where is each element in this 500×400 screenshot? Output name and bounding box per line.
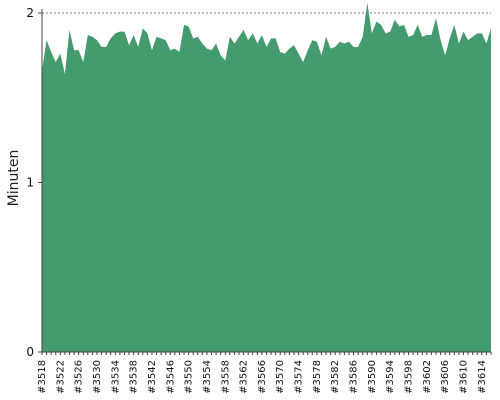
x-tick-label-3606: #3606 <box>440 360 451 394</box>
x-tick-label-3542: #3542 <box>147 360 158 394</box>
x-tick-label-3590: #3590 <box>367 360 378 394</box>
x-tick-label-3602: #3602 <box>422 360 433 394</box>
x-tick-label-3582: #3582 <box>330 360 341 394</box>
x-tick-label-3610: #3610 <box>459 360 470 394</box>
x-tick-label-3554: #3554 <box>202 360 213 394</box>
x-axis-ticks: #3518 #3522 #3526 #3530 #3534 #3538 #3542 #3546… <box>37 352 492 394</box>
y-tick-label-1: 1 <box>26 176 34 190</box>
x-tick-label-3526: #3526 <box>74 360 85 394</box>
x-tick-label-3530: #3530 <box>92 360 103 394</box>
y-tick-label-0: 0 <box>26 345 34 359</box>
x-tick-label-3534: #3534 <box>110 360 121 394</box>
x-tick-label-3558: #3558 <box>220 360 231 394</box>
x-tick-label-3518: #3518 <box>37 360 48 394</box>
x-tick-label-3570: #3570 <box>275 360 286 394</box>
x-tick-label-3562: #3562 <box>239 360 250 394</box>
x-tick-label-3538: #3538 <box>129 360 140 394</box>
x-tick-label-3546: #3546 <box>165 360 176 394</box>
y-axis-ticks: 0 1 2 <box>26 6 42 359</box>
x-tick-label-3566: #3566 <box>257 360 268 394</box>
area-series <box>42 2 491 353</box>
y-axis-label: Minuten <box>6 150 22 207</box>
x-tick-label-3598: #3598 <box>404 360 415 394</box>
x-tick-label-3586: #3586 <box>349 360 360 394</box>
x-tick-label-3574: #3574 <box>294 360 305 394</box>
x-tick-label-3614: #3614 <box>477 360 488 394</box>
x-tick-label-3594: #3594 <box>385 360 396 394</box>
area-fill <box>42 2 491 353</box>
x-tick-label-3578: #3578 <box>312 360 323 394</box>
x-tick-label-3522: #3522 <box>55 360 66 394</box>
y-tick-label-2: 2 <box>26 6 34 20</box>
x-tick-label-3550: #3550 <box>184 360 195 394</box>
